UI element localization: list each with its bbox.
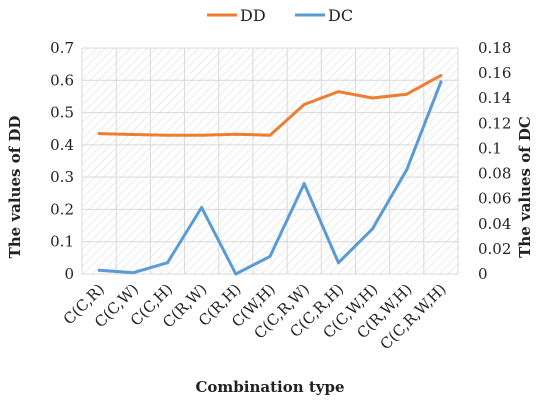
y-right-tick-label: 0.08 <box>478 165 511 183</box>
series-dc-point <box>200 205 204 209</box>
series-dd-point <box>165 133 169 137</box>
y-right-tick-label: 0.16 <box>478 64 511 82</box>
series-dd-point <box>268 133 272 137</box>
series-dd-point <box>131 133 135 137</box>
left-axis-title: The values of DD <box>6 116 24 259</box>
legend: DD DC <box>207 6 353 25</box>
y-right-tick-label: 0.04 <box>478 215 511 233</box>
series-dd-point <box>336 90 340 94</box>
x-axis: C(C,R)C(C,W)C(C,H)C(R,W)C(R,H)C(W,H)C(C,… <box>60 280 450 353</box>
y-left-tick-label: 0.7 <box>50 39 74 57</box>
series-dc-point <box>234 272 238 276</box>
y-left-tick-label: 0.3 <box>50 168 74 186</box>
y-left-tick-label: 0.6 <box>50 71 74 89</box>
series-dd-point <box>97 132 101 136</box>
series-dc-point <box>371 227 375 231</box>
grid <box>81 47 459 275</box>
series-dd-point <box>302 103 306 106</box>
series-dc-point <box>131 271 135 275</box>
series-dc-point <box>405 168 409 172</box>
y-right-tick-label: 0 <box>478 265 488 283</box>
series-dd-point <box>200 133 204 137</box>
y-right-tick-label: 0.02 <box>478 240 511 258</box>
series-dc-point <box>268 254 272 258</box>
left-y-axis: 0 0.1 0.2 0.3 0.4 0.5 0.6 0.7 <box>50 39 74 283</box>
right-axis-title: The values of DC <box>516 116 534 258</box>
y-right-tick-label: 0.06 <box>478 190 511 208</box>
y-right-tick-label: 0.18 <box>478 39 511 57</box>
y-left-tick-label: 0.1 <box>50 233 74 251</box>
legend-label-dc: DC <box>328 6 353 25</box>
y-left-tick-label: 0.5 <box>50 104 74 122</box>
x-axis-title: Combination type <box>195 378 344 396</box>
series-dd-point <box>371 96 375 100</box>
series-dc-point <box>439 80 443 84</box>
series-dc-point <box>302 182 306 186</box>
series-dc-point <box>336 261 340 265</box>
right-y-axis: 0 0.02 0.04 0.06 0.08 0.1 0.12 0.14 0.16 0.18 <box>478 39 511 283</box>
y-right-tick-label: 0.14 <box>478 89 511 107</box>
legend-label-dd: DD <box>240 6 266 25</box>
y-right-tick-label: 0.12 <box>478 114 511 132</box>
series-layer <box>97 73 443 276</box>
y-left-tick-label: 0 <box>64 265 74 283</box>
series-dd-point <box>439 73 443 77</box>
y-left-tick-label: 0.4 <box>50 136 74 154</box>
series-dc-point <box>165 261 169 265</box>
series-dc-point <box>97 268 101 272</box>
series-dd-point <box>405 92 409 96</box>
series-dd-point <box>234 132 238 136</box>
plot-background <box>82 48 458 274</box>
y-right-tick-label: 0.1 <box>478 139 502 157</box>
y-left-tick-label: 0.2 <box>50 200 74 218</box>
